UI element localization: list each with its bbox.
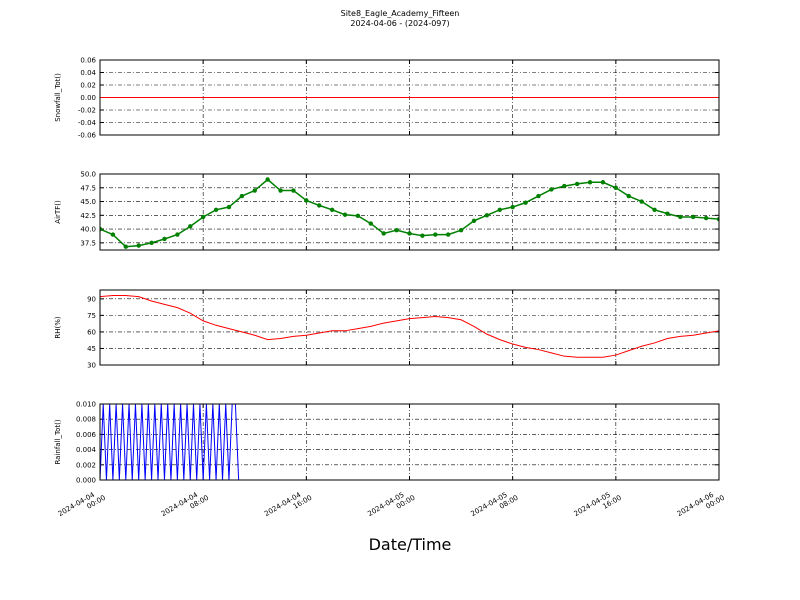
data-point — [394, 227, 399, 233]
data-point — [691, 214, 696, 220]
y-axis-label: RH(%) — [54, 316, 62, 339]
data-point — [574, 181, 580, 187]
data-point — [678, 214, 683, 220]
y-tick-label: 37.5 — [80, 239, 96, 247]
data-point — [587, 180, 593, 185]
plot-frame — [99, 173, 720, 251]
y-tick-label: 0.04 — [80, 69, 96, 77]
x-tick-label: 2024-04-0516:00 — [573, 487, 623, 525]
data-point — [433, 232, 438, 237]
data-point — [458, 227, 464, 233]
y-tick-label: -0.04 — [78, 119, 97, 127]
data-point — [703, 215, 709, 221]
x-tick-label: 2024-04-0408:00 — [160, 487, 210, 525]
y-tick-label: 0.000 — [76, 477, 96, 485]
y-tick-label: 40.0 — [80, 226, 96, 234]
x-tick-label: 2024-04-0416:00 — [263, 487, 313, 525]
y-tick-label: 0.00 — [80, 94, 96, 102]
y-tick-label: -0.02 — [78, 107, 96, 115]
chart-subtitle: 2024-04-06 - (2024-097) — [350, 19, 449, 28]
y-tick-label: 47.5 — [80, 184, 96, 192]
x-tick-label: 2024-04-0600:00 — [676, 487, 726, 525]
data-point — [484, 213, 490, 218]
data-point — [278, 188, 283, 193]
data-point — [407, 231, 412, 236]
data-point — [123, 244, 128, 249]
data-point — [188, 224, 193, 229]
data-point — [600, 180, 606, 185]
y-tick-label: 45 — [87, 345, 96, 353]
x-tick-label: 2024-04-0508:00 — [470, 487, 520, 525]
data-point — [329, 207, 335, 212]
y-tick-label: 45.0 — [80, 198, 96, 206]
data-point — [445, 232, 451, 237]
y-tick-label: 0.004 — [76, 446, 97, 454]
data-point — [110, 232, 116, 237]
data-line — [100, 404, 240, 480]
x-tick-label: 2024-04-0500:00 — [366, 487, 416, 525]
data-point — [136, 243, 141, 248]
data-point — [510, 204, 515, 210]
data-point — [613, 185, 619, 190]
data-point — [342, 212, 348, 217]
data-point — [239, 193, 245, 199]
data-point — [381, 231, 386, 236]
y-axis-label: Snowfall_Tot() — [54, 73, 62, 122]
y-tick-label: -0.06 — [78, 132, 97, 140]
data-point — [523, 200, 528, 205]
data-point — [471, 218, 477, 224]
data-point — [317, 203, 322, 208]
data-point — [420, 233, 425, 238]
y-tick-label: 42.5 — [80, 212, 96, 220]
data-point — [716, 216, 719, 222]
y-tick-label: 0.006 — [76, 431, 97, 439]
data-point — [162, 236, 167, 242]
data-point — [549, 187, 554, 192]
y-axis-label: AirTF() — [54, 200, 62, 224]
data-point — [665, 211, 670, 216]
data-point — [291, 188, 296, 193]
data-point — [265, 177, 270, 182]
y-tick-label: 50.0 — [80, 171, 96, 179]
y-tick-label: 90 — [87, 295, 96, 303]
y-tick-label: 0.02 — [80, 82, 96, 90]
data-point — [252, 188, 257, 193]
x-axis-label: Date/Time — [369, 535, 452, 554]
data-point — [562, 183, 567, 189]
y-tick-label: 60 — [87, 328, 96, 336]
y-axis-label: Rainfall_Tot() — [54, 419, 62, 464]
data-point — [639, 199, 644, 204]
data-line — [100, 295, 719, 358]
plot-frame — [99, 59, 720, 136]
data-point — [536, 193, 541, 199]
data-point — [368, 221, 374, 226]
data-point — [213, 207, 219, 212]
data-point — [652, 207, 657, 212]
y-tick-label: 30 — [87, 362, 96, 370]
plot-frame — [99, 403, 720, 481]
data-point — [149, 240, 154, 246]
data-point — [226, 204, 232, 210]
y-tick-label: 0.008 — [76, 416, 96, 424]
data-point — [497, 207, 502, 212]
x-tick-label: 2024-04-0400:00 — [57, 487, 107, 525]
y-tick-label: 0.002 — [76, 461, 96, 469]
data-point — [626, 193, 631, 199]
y-tick-label: 75 — [87, 312, 96, 320]
data-point — [175, 232, 180, 237]
y-tick-label: 0.010 — [76, 401, 96, 409]
plot-frame — [99, 289, 720, 366]
data-point — [304, 198, 309, 203]
data-point — [100, 226, 103, 232]
data-point — [355, 213, 361, 219]
data-point — [200, 214, 206, 220]
y-tick-label: 0.06 — [80, 57, 96, 65]
chart-title: Site8_Eagle_Academy_Fifteen — [341, 9, 460, 18]
